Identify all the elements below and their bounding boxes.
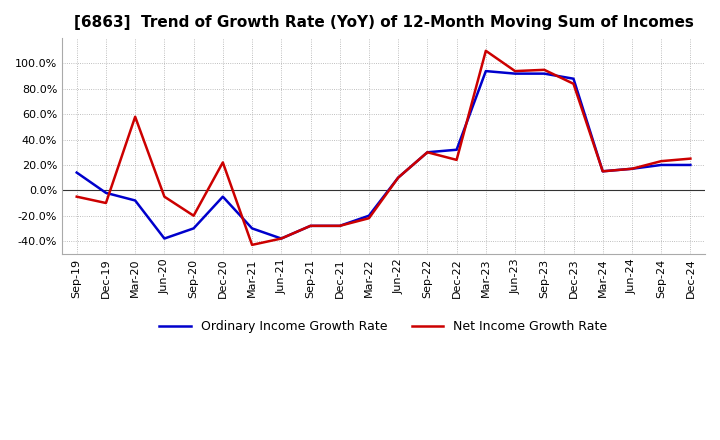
Net Income Growth Rate	[510, 69, 519, 74]
Line: Net Income Growth Rate: Net Income Growth Rate	[77, 51, 690, 245]
Ordinary Income Growth Rate	[540, 71, 549, 76]
Ordinary Income Growth Rate	[452, 147, 461, 152]
Title: [6863]  Trend of Growth Rate (YoY) of 12-Month Moving Sum of Incomes: [6863] Trend of Growth Rate (YoY) of 12-…	[73, 15, 693, 30]
Legend: Ordinary Income Growth Rate, Net Income Growth Rate: Ordinary Income Growth Rate, Net Income …	[155, 315, 613, 338]
Net Income Growth Rate	[306, 223, 315, 228]
Net Income Growth Rate	[131, 114, 140, 119]
Ordinary Income Growth Rate	[598, 169, 607, 174]
Ordinary Income Growth Rate	[160, 236, 168, 241]
Net Income Growth Rate	[423, 150, 432, 155]
Ordinary Income Growth Rate	[277, 236, 286, 241]
Net Income Growth Rate	[598, 169, 607, 174]
Net Income Growth Rate	[336, 223, 344, 228]
Ordinary Income Growth Rate	[394, 175, 402, 180]
Ordinary Income Growth Rate	[510, 71, 519, 76]
Ordinary Income Growth Rate	[189, 226, 198, 231]
Ordinary Income Growth Rate	[73, 170, 81, 175]
Ordinary Income Growth Rate	[628, 166, 636, 172]
Ordinary Income Growth Rate	[686, 162, 695, 168]
Ordinary Income Growth Rate	[570, 76, 578, 81]
Ordinary Income Growth Rate	[218, 194, 227, 199]
Net Income Growth Rate	[452, 157, 461, 162]
Net Income Growth Rate	[218, 160, 227, 165]
Net Income Growth Rate	[394, 175, 402, 180]
Ordinary Income Growth Rate	[248, 226, 256, 231]
Line: Ordinary Income Growth Rate: Ordinary Income Growth Rate	[77, 71, 690, 238]
Net Income Growth Rate	[248, 242, 256, 248]
Ordinary Income Growth Rate	[102, 190, 110, 195]
Ordinary Income Growth Rate	[131, 198, 140, 203]
Net Income Growth Rate	[160, 194, 168, 199]
Net Income Growth Rate	[277, 236, 286, 241]
Net Income Growth Rate	[628, 166, 636, 172]
Net Income Growth Rate	[540, 67, 549, 73]
Ordinary Income Growth Rate	[306, 223, 315, 228]
Net Income Growth Rate	[686, 156, 695, 161]
Net Income Growth Rate	[364, 216, 373, 221]
Ordinary Income Growth Rate	[336, 223, 344, 228]
Net Income Growth Rate	[657, 158, 665, 164]
Ordinary Income Growth Rate	[364, 213, 373, 218]
Net Income Growth Rate	[570, 81, 578, 86]
Net Income Growth Rate	[189, 213, 198, 218]
Ordinary Income Growth Rate	[423, 150, 432, 155]
Net Income Growth Rate	[102, 200, 110, 205]
Net Income Growth Rate	[73, 194, 81, 199]
Ordinary Income Growth Rate	[482, 69, 490, 74]
Ordinary Income Growth Rate	[657, 162, 665, 168]
Net Income Growth Rate	[482, 48, 490, 53]
